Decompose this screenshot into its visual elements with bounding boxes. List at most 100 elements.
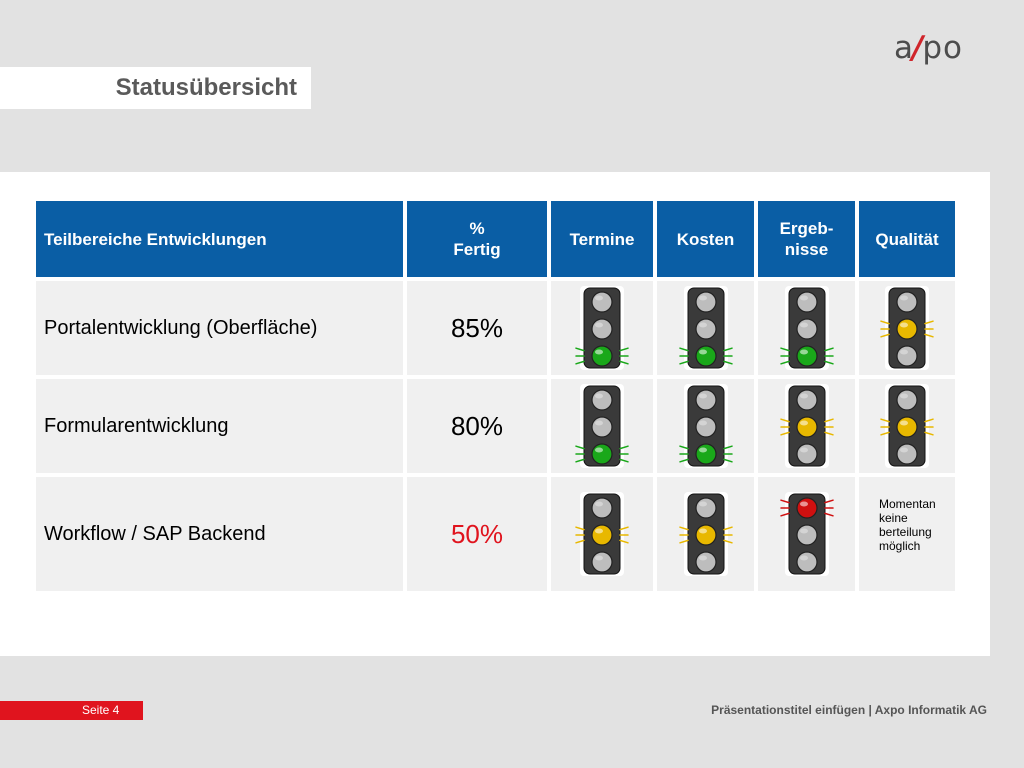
traffic-light-icon <box>779 492 834 576</box>
yellow-lamp <box>694 318 717 340</box>
glow-rays <box>880 418 934 436</box>
glow-rays <box>575 347 629 365</box>
red-lamp <box>795 497 818 519</box>
header-ergeb-line2: nisse <box>784 240 829 259</box>
glow-rays <box>678 445 733 463</box>
green-lamp <box>591 345 613 367</box>
glow-rays <box>779 347 834 365</box>
yellow-lamp <box>694 416 717 438</box>
traffic-light-icon <box>575 286 629 370</box>
yellow-lamp <box>795 318 818 340</box>
yellow-lamp <box>591 318 613 340</box>
row-name: Formularentwicklung <box>36 379 407 477</box>
header-pct-line1: % <box>469 219 485 238</box>
light-cell <box>657 477 758 595</box>
red-lamp <box>591 497 613 519</box>
yellow-lamp <box>896 318 918 340</box>
glow-rays <box>678 526 733 544</box>
yellow-lamp <box>795 416 818 438</box>
header-ergeb-line1: Ergeb- <box>779 219 834 238</box>
traffic-light-icon <box>678 384 733 468</box>
header-row: Teilbereiche Entwicklungen % Fertig Term… <box>36 201 955 281</box>
note-line: berteilung <box>879 525 932 539</box>
light-cell <box>758 379 859 477</box>
note-line: möglich <box>879 539 921 553</box>
row-name: Workflow / SAP Backend <box>36 477 407 595</box>
green-lamp <box>694 551 717 573</box>
yellow-lamp <box>795 524 818 546</box>
traffic-light-icon <box>678 492 733 576</box>
glow-rays <box>779 418 834 436</box>
header-pct-line2: Fertig <box>453 240 501 259</box>
yellow-lamp <box>591 416 613 438</box>
light-cell <box>551 281 657 379</box>
glow-rays <box>678 347 733 365</box>
note-line: Momentan <box>879 497 936 511</box>
glow-rays <box>575 445 629 463</box>
red-lamp <box>694 291 717 313</box>
axpo-logo: a/po <box>894 30 994 70</box>
glow-rays <box>575 526 629 544</box>
header-ergebnisse: Ergeb- nisse <box>758 201 859 281</box>
note-line: keine <box>879 511 908 525</box>
logo-text-po: po <box>922 30 963 66</box>
traffic-light-icon <box>575 492 629 576</box>
table-row: Portalentwicklung (Oberfläche) 85% <box>36 281 955 379</box>
green-lamp <box>591 443 613 465</box>
red-lamp <box>795 291 818 313</box>
green-lamp <box>795 443 818 465</box>
header-kosten: Kosten <box>657 201 758 281</box>
red-lamp <box>591 291 613 313</box>
row-pct: 50% <box>407 477 551 595</box>
red-lamp <box>694 389 717 411</box>
traffic-light-icon <box>575 384 629 468</box>
green-lamp <box>591 551 613 573</box>
traffic-light-icon <box>678 286 733 370</box>
header-qualitaet: Qualität <box>859 201 955 281</box>
light-cell <box>859 281 955 379</box>
red-lamp <box>896 291 918 313</box>
light-cell <box>657 281 758 379</box>
row-pct: 85% <box>407 281 551 379</box>
logo-text-a: a <box>894 30 914 66</box>
red-lamp <box>896 389 918 411</box>
footer-presentation-title: Präsentationstitel einfügen | Axpo Infor… <box>711 703 987 717</box>
traffic-light-icon <box>880 286 934 370</box>
yellow-lamp <box>896 416 918 438</box>
table-row: Workflow / SAP Backend 50% Momentan kein… <box>36 477 955 595</box>
title-box: Statusübersicht <box>0 67 311 109</box>
header-termine: Termine <box>551 201 657 281</box>
table-row: Formularentwicklung 80% <box>36 379 955 477</box>
green-lamp <box>896 345 918 367</box>
traffic-light-icon <box>880 384 934 468</box>
note-cell: Momentan keine berteilung möglich <box>859 477 955 595</box>
red-lamp <box>795 389 818 411</box>
row-name: Portalentwicklung (Oberfläche) <box>36 281 407 379</box>
light-cell <box>758 477 859 595</box>
light-cell <box>551 379 657 477</box>
glow-rays <box>880 320 934 338</box>
green-lamp <box>694 443 717 465</box>
status-table: Teilbereiche Entwicklungen % Fertig Term… <box>36 201 955 595</box>
traffic-light-icon <box>779 286 834 370</box>
slide-title: Statusübersicht <box>115 74 297 101</box>
glow-rays <box>779 499 834 517</box>
red-lamp <box>591 389 613 411</box>
green-lamp <box>795 345 818 367</box>
row-pct: 80% <box>407 379 551 477</box>
yellow-lamp <box>591 524 613 546</box>
footer-page-bar <box>0 701 143 720</box>
light-cell <box>758 281 859 379</box>
light-cell <box>657 379 758 477</box>
green-lamp <box>795 551 818 573</box>
light-cell <box>859 379 955 477</box>
traffic-light-icon <box>779 384 834 468</box>
light-cell <box>551 477 657 595</box>
yellow-lamp <box>694 524 717 546</box>
green-lamp <box>896 443 918 465</box>
red-lamp <box>694 497 717 519</box>
footer-page-number: Seite 4 <box>82 703 120 717</box>
header-pct: % Fertig <box>407 201 551 281</box>
header-area: Teilbereiche Entwicklungen <box>36 201 407 281</box>
logo-slash: / <box>912 30 925 66</box>
